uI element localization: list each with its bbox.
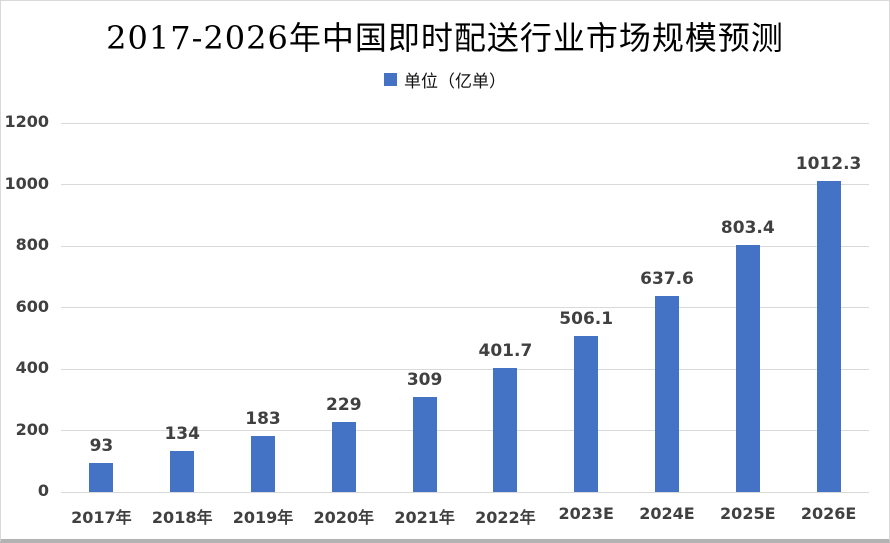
x-axis-tick-label: 2024E	[639, 504, 695, 523]
bar-value-label: 183	[245, 408, 281, 429]
y-axis-tick-label: 400	[15, 358, 49, 377]
x-axis-tick-label: 2022年	[475, 508, 536, 527]
bar-value-label: 803.4	[720, 217, 775, 238]
gridline	[61, 430, 869, 431]
bar	[170, 450, 195, 492]
y-axis-tick-label: 1000	[4, 173, 49, 193]
x-axis-tick-label: 2019年	[232, 508, 294, 527]
x-axis-tick-label: 2021年	[394, 508, 455, 527]
legend-swatch-icon	[384, 73, 397, 86]
y-axis-tick-label: 200	[15, 419, 49, 439]
x-axis-tick-label: 2017年	[71, 508, 132, 527]
plot-area: 93 134 183 229 309 401.7 506.1 637.6 803.4 1012.3	[61, 122, 869, 493]
bar-value-label: 229	[326, 394, 362, 415]
bar	[251, 435, 275, 492]
bar	[493, 368, 518, 492]
gridline	[61, 491, 869, 493]
chart-title: 2017-2026年中国即时配送行业市场规模预测	[106, 19, 784, 57]
x-axis-tick-label: 2026E	[800, 504, 857, 523]
gridline	[61, 245, 869, 247]
x-axis-tick-label: 2020年	[313, 508, 375, 527]
y-axis-tick-label: 0	[37, 481, 49, 500]
bar	[655, 295, 679, 492]
y-axis-tick-label: 600	[15, 296, 49, 316]
gridline	[61, 184, 869, 185]
bar	[89, 463, 114, 492]
bar-value-label: 1012.3	[795, 153, 862, 174]
bar-value-label: 506.1	[559, 309, 614, 330]
bar-value-label: 309	[406, 369, 443, 390]
bar	[816, 180, 841, 492]
bar-value-label: 401.7	[478, 341, 533, 362]
bar-value-label: 637.6	[640, 268, 694, 289]
gridline	[61, 122, 869, 124]
bar-value-label: 134	[164, 423, 200, 444]
bar-value-label: 93	[89, 436, 114, 457]
gridline	[61, 307, 869, 308]
legend: 单位（亿单）	[1, 67, 889, 92]
y-axis-tick-label: 800	[15, 235, 49, 254]
bar	[331, 421, 356, 492]
bar	[574, 336, 599, 492]
x-axis-tick-label: 2025E	[720, 504, 776, 523]
y-axis-tick-label: 1200	[4, 112, 49, 131]
x-axis-tick-label: 2023E	[558, 504, 614, 523]
bar	[735, 244, 760, 492]
bar	[412, 396, 437, 492]
legend-label: 单位（亿单）	[404, 72, 506, 92]
x-axis-tick-label: 2018年	[151, 508, 213, 527]
gridline	[61, 368, 869, 370]
